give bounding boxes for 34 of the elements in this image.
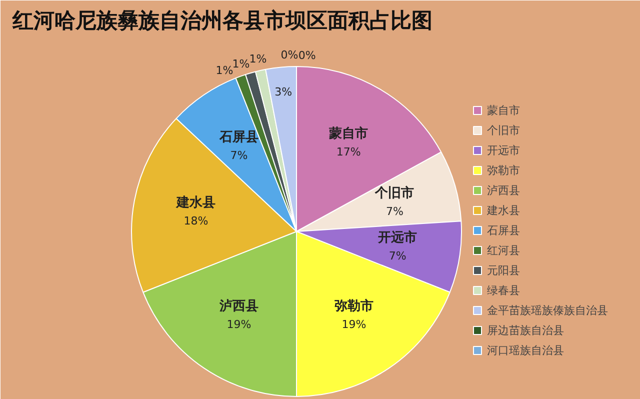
legend-label: 屏边苗族自治县 [487, 322, 564, 338]
text: 0% [280, 48, 298, 62]
data-label: 19% [342, 318, 366, 332]
slice-label: 弥勒市 [334, 298, 374, 314]
legend-label: 石屏县 [487, 222, 520, 238]
legend-label: 建水县 [487, 202, 520, 218]
slice-label: 建水县 [176, 195, 216, 210]
legend-label: 金平苗族瑶族傣族自治县 [487, 302, 608, 318]
data-label: 18% [184, 214, 208, 228]
slice-label: 个旧市 [374, 184, 414, 201]
slice-label: 石屏县 [218, 130, 258, 145]
data-label: 17% [336, 145, 361, 158]
data-label: 7% [388, 250, 406, 263]
legend-label: 绿春县 [487, 282, 520, 298]
slice-label: 开远市 [377, 230, 418, 246]
legend-label: 泸西县 [487, 182, 520, 198]
data-label: 19% [226, 318, 252, 332]
slice-label: 蒙自市 [328, 125, 368, 142]
legend-label: 个旧市 [487, 122, 520, 138]
legend-label: 河口瑶族自治县 [487, 342, 564, 358]
data-label: 7% [230, 148, 248, 162]
legend-label: 红河县 [487, 242, 520, 258]
data-label: 7% [386, 204, 404, 218]
chart-title: 红河哈尼族彝族自治州各县市坝区面积占比图 [12, 8, 432, 32]
legend-label: 开远市 [487, 142, 520, 158]
data-label: 1% [216, 64, 234, 77]
data-label: 1% [249, 52, 267, 66]
data-label: 1% [232, 57, 250, 70]
text: 0% [298, 48, 316, 62]
legend-label: 蒙自市 [487, 102, 520, 118]
legend-label: 弥勒市 [487, 162, 520, 178]
slice-label: 泸西县 [218, 299, 258, 314]
data-label: 3% [274, 85, 292, 98]
legend-label: 元阳县 [487, 262, 520, 278]
